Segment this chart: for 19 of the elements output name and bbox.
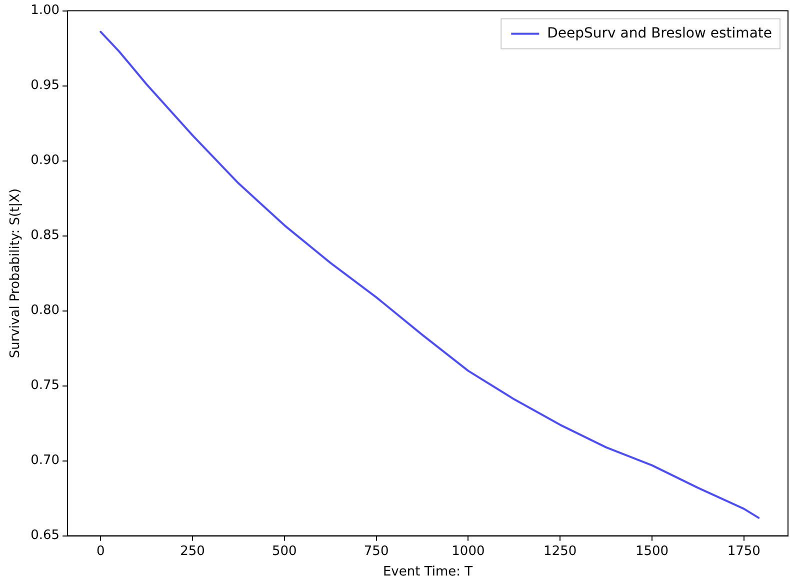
- x-tick-label: 500: [272, 544, 297, 559]
- x-tick-label: 1750: [727, 544, 760, 559]
- y-tick-label: 1.00: [30, 3, 60, 18]
- y-tick-label: 0.70: [30, 453, 60, 468]
- y-axis-title: Survival Probability: S(t|X): [8, 188, 24, 358]
- x-tick-label: 1000: [452, 544, 485, 559]
- x-tick-label: 250: [180, 544, 205, 559]
- y-tick-label: 0.95: [30, 78, 60, 94]
- x-tick-label: 750: [364, 544, 389, 559]
- legend-label: DeepSurv and Breslow estimate: [547, 25, 772, 42]
- x-tick-label: 0: [96, 544, 105, 559]
- x-tick-label: 1500: [635, 544, 669, 559]
- y-tick-label: 0.80: [30, 303, 60, 318]
- x-axis-title: Event Time: T: [382, 564, 473, 580]
- x-tick-label: 1250: [544, 544, 577, 559]
- y-tick-label: 0.90: [30, 153, 60, 168]
- y-tick-label: 0.85: [30, 228, 60, 244]
- y-tick-label: 0.75: [30, 378, 60, 394]
- y-tick-label: 0.65: [30, 528, 60, 544]
